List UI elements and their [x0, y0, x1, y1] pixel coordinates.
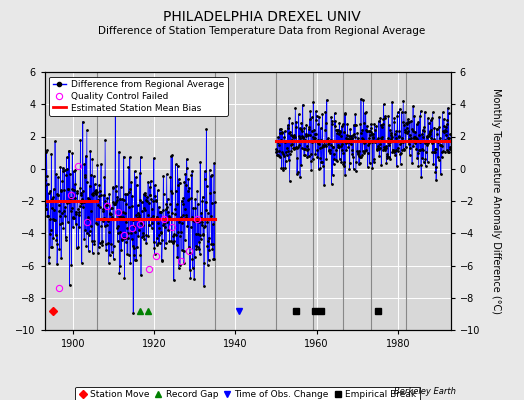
Text: Berkeley Earth: Berkeley Earth [394, 387, 456, 396]
Text: PHILADELPHIA DREXEL UNIV: PHILADELPHIA DREXEL UNIV [163, 10, 361, 24]
Y-axis label: Monthly Temperature Anomaly Difference (°C): Monthly Temperature Anomaly Difference (… [491, 88, 501, 314]
Text: Difference of Station Temperature Data from Regional Average: Difference of Station Temperature Data f… [99, 26, 425, 36]
Legend: Station Move, Record Gap, Time of Obs. Change, Empirical Break: Station Move, Record Gap, Time of Obs. C… [75, 387, 420, 400]
